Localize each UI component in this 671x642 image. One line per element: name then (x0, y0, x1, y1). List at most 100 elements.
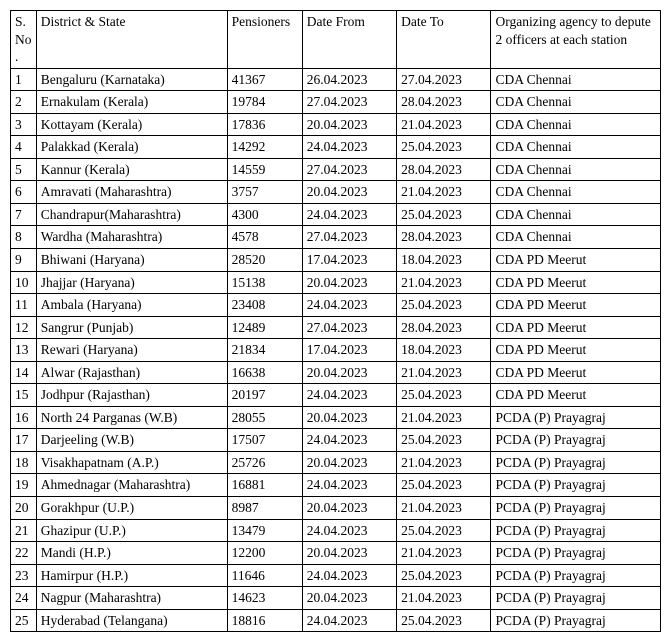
cell-date-to: 21.04.2023 (397, 406, 491, 429)
cell-sno: 10 (11, 271, 37, 294)
cell-sno: 3 (11, 113, 37, 136)
cell-date-to: 21.04.2023 (397, 542, 491, 565)
cell-district: Kottayam (Kerala) (36, 113, 227, 136)
cell-date-to: 27.04.2023 (397, 68, 491, 91)
cell-pensioners: 3757 (227, 181, 302, 204)
cell-district: Kannur (Kerala) (36, 158, 227, 181)
cell-district: Visakhapatnam (A.P.) (36, 451, 227, 474)
cell-agency: CDA PD Meerut (491, 249, 661, 272)
cell-date-to: 28.04.2023 (397, 226, 491, 249)
table-row: 14Alwar (Rajasthan)1663820.04.202321.04.… (11, 361, 661, 384)
cell-district: Gorakhpur (U.P.) (36, 497, 227, 520)
cell-district: Ernakulam (Kerala) (36, 91, 227, 114)
cell-agency: CDA PD Meerut (491, 271, 661, 294)
table-row: 19Ahmednagar (Maharashtra)1688124.04.202… (11, 474, 661, 497)
cell-date-to: 25.04.2023 (397, 429, 491, 452)
table-row: 17Darjeeling (W.B)1750724.04.202325.04.2… (11, 429, 661, 452)
col-header-district: District & State (36, 11, 227, 69)
cell-date-to: 25.04.2023 (397, 519, 491, 542)
cell-agency: CDA Chennai (491, 158, 661, 181)
table-row: 20Gorakhpur (U.P.)898720.04.202321.04.20… (11, 497, 661, 520)
cell-agency: PCDA (P) Prayagraj (491, 429, 661, 452)
col-header-date-to: Date To (397, 11, 491, 69)
cell-pensioners: 4578 (227, 226, 302, 249)
table-row: 24Nagpur (Maharashtra)1462320.04.202321.… (11, 587, 661, 610)
table-row: 7Chandrapur(Maharashtra)430024.04.202325… (11, 203, 661, 226)
cell-date-to: 21.04.2023 (397, 361, 491, 384)
table-row: 10Jhajjar (Haryana)1513820.04.202321.04.… (11, 271, 661, 294)
cell-date-to: 25.04.2023 (397, 203, 491, 226)
cell-district: Rewari (Haryana) (36, 339, 227, 362)
cell-date-to: 28.04.2023 (397, 91, 491, 114)
cell-sno: 8 (11, 226, 37, 249)
cell-date-to: 18.04.2023 (397, 339, 491, 362)
cell-date-to: 21.04.2023 (397, 451, 491, 474)
cell-agency: CDA Chennai (491, 68, 661, 91)
cell-district: Wardha (Maharashtra) (36, 226, 227, 249)
cell-pensioners: 21834 (227, 339, 302, 362)
table-row: 3Kottayam (Kerala)1783620.04.202321.04.2… (11, 113, 661, 136)
cell-agency: CDA Chennai (491, 91, 661, 114)
cell-district: Ambala (Haryana) (36, 294, 227, 317)
cell-date-from: 20.04.2023 (302, 406, 396, 429)
cell-agency: PCDA (P) Prayagraj (491, 564, 661, 587)
table-header-row: S.No. District & State Pensioners Date F… (11, 11, 661, 69)
cell-date-from: 27.04.2023 (302, 158, 396, 181)
cell-date-from: 26.04.2023 (302, 68, 396, 91)
col-header-pensioners: Pensioners (227, 11, 302, 69)
cell-agency: PCDA (P) Prayagraj (491, 406, 661, 429)
cell-agency: PCDA (P) Prayagraj (491, 474, 661, 497)
cell-date-to: 21.04.2023 (397, 587, 491, 610)
cell-date-to: 28.04.2023 (397, 158, 491, 181)
table-row: 16North 24 Parganas (W.B)2805520.04.2023… (11, 406, 661, 429)
table-row: 21Ghazipur (U.P.)1347924.04.202325.04.20… (11, 519, 661, 542)
cell-sno: 24 (11, 587, 37, 610)
cell-agency: PCDA (P) Prayagraj (491, 497, 661, 520)
table-row: 23Hamirpur (H.P.)1164624.04.202325.04.20… (11, 564, 661, 587)
cell-agency: CDA PD Meerut (491, 316, 661, 339)
cell-agency: CDA PD Meerut (491, 339, 661, 362)
cell-district: Palakkad (Kerala) (36, 136, 227, 159)
cell-sno: 9 (11, 249, 37, 272)
cell-sno: 2 (11, 91, 37, 114)
cell-date-from: 27.04.2023 (302, 316, 396, 339)
cell-district: Hyderabad (Telangana) (36, 609, 227, 632)
cell-pensioners: 14623 (227, 587, 302, 610)
cell-sno: 4 (11, 136, 37, 159)
cell-date-from: 20.04.2023 (302, 181, 396, 204)
cell-date-from: 20.04.2023 (302, 451, 396, 474)
cell-district: Amravati (Maharashtra) (36, 181, 227, 204)
cell-date-from: 24.04.2023 (302, 519, 396, 542)
cell-agency: CDA Chennai (491, 181, 661, 204)
cell-pensioners: 8987 (227, 497, 302, 520)
table-row: 15Jodhpur (Rajasthan)2019724.04.202325.0… (11, 384, 661, 407)
cell-date-to: 25.04.2023 (397, 294, 491, 317)
col-header-date-from: Date From (302, 11, 396, 69)
cell-sno: 20 (11, 497, 37, 520)
col-header-sno: S.No. (11, 11, 37, 69)
cell-district: Jodhpur (Rajasthan) (36, 384, 227, 407)
cell-sno: 25 (11, 609, 37, 632)
table-row: 25Hyderabad (Telangana)1881624.04.202325… (11, 609, 661, 632)
table-row: 18Visakhapatnam (A.P.)2572620.04.202321.… (11, 451, 661, 474)
cell-district: Jhajjar (Haryana) (36, 271, 227, 294)
cell-agency: PCDA (P) Prayagraj (491, 519, 661, 542)
table-row: 4Palakkad (Kerala)1429224.04.202325.04.2… (11, 136, 661, 159)
cell-date-to: 25.04.2023 (397, 609, 491, 632)
cell-pensioners: 12489 (227, 316, 302, 339)
cell-date-from: 20.04.2023 (302, 497, 396, 520)
cell-district: Alwar (Rajasthan) (36, 361, 227, 384)
table-row: 2Ernakulam (Kerala)1978427.04.202328.04.… (11, 91, 661, 114)
cell-date-to: 25.04.2023 (397, 136, 491, 159)
cell-pensioners: 17836 (227, 113, 302, 136)
cell-district: Ghazipur (U.P.) (36, 519, 227, 542)
cell-pensioners: 28055 (227, 406, 302, 429)
cell-date-from: 24.04.2023 (302, 203, 396, 226)
cell-pensioners: 25726 (227, 451, 302, 474)
cell-agency: CDA PD Meerut (491, 361, 661, 384)
cell-sno: 18 (11, 451, 37, 474)
cell-district: Hamirpur (H.P.) (36, 564, 227, 587)
cell-pensioners: 14292 (227, 136, 302, 159)
cell-district: Mandi (H.P.) (36, 542, 227, 565)
cell-agency: CDA PD Meerut (491, 294, 661, 317)
